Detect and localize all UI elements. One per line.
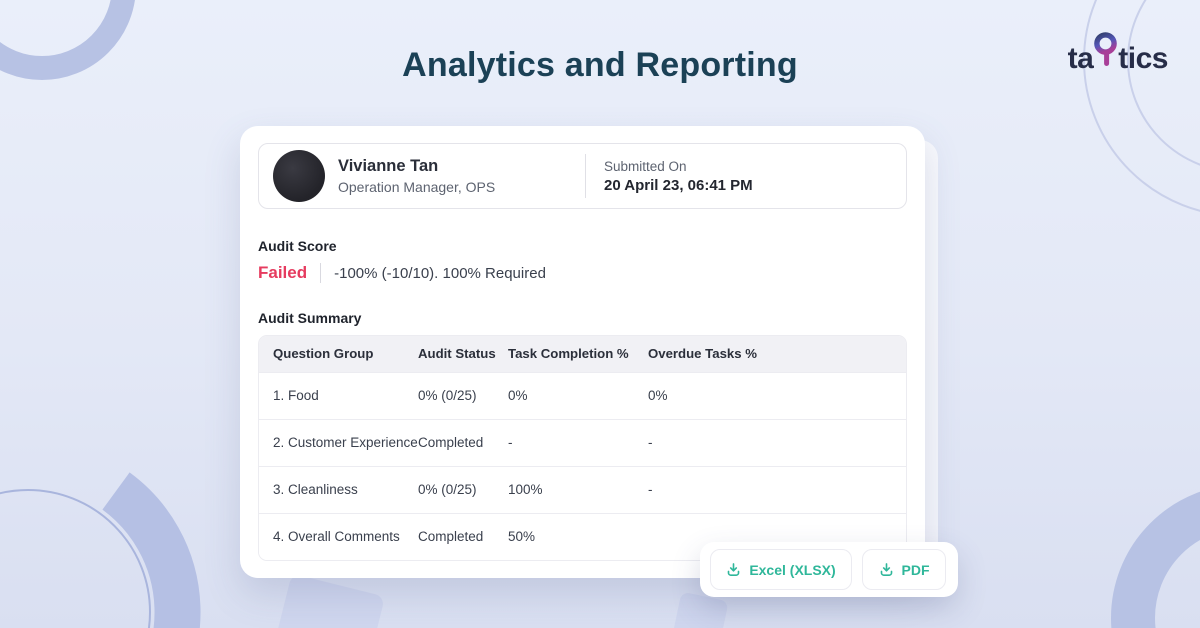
audit-summary-table: Question Group Audit Status Task Complet… xyxy=(258,335,907,561)
audit-score-label: Audit Score xyxy=(258,238,337,254)
cell-task-completion: 50% xyxy=(508,512,648,560)
cell-task-completion: 0% xyxy=(508,371,648,419)
export-excel-label: Excel (XLSX) xyxy=(749,561,836,578)
table-row: 1. Food 0% (0/25) 0% 0% xyxy=(259,371,906,419)
submitter-role: Operation Manager, OPS xyxy=(338,179,496,195)
score-divider xyxy=(320,263,322,283)
table-row: 2. Customer Experience Completed - - xyxy=(259,418,906,466)
decorative-ring-bottom-right xyxy=(1111,491,1200,628)
cell-task-completion: - xyxy=(508,418,648,466)
column-header-audit-status: Audit Status xyxy=(418,336,508,372)
download-icon xyxy=(880,563,892,576)
export-panel: Excel (XLSX) PDF xyxy=(700,542,958,597)
decorative-circle-outline-bottom-left xyxy=(0,489,151,628)
column-header-overdue-tasks: Overdue Tasks % xyxy=(648,336,906,372)
submitted-on-value: 20 April 23, 06:41 PM xyxy=(604,176,753,194)
cell-audit-status: 0% (0/25) xyxy=(418,371,508,419)
decorative-arc-bottom-left xyxy=(102,472,201,628)
audit-status-badge: Failed xyxy=(258,263,308,282)
cell-question-group: 4. Overall Comments xyxy=(259,512,418,560)
audit-report-card: Vivianne Tan Operation Manager, OPS Subm… xyxy=(240,126,925,578)
brand-text-prefix: ta xyxy=(1067,42,1094,75)
submitter-identity: Vivianne Tan Operation Manager, OPS xyxy=(273,150,585,202)
decorative-band-bottom-2 xyxy=(672,593,728,628)
submitter-info-box: Vivianne Tan Operation Manager, OPS Subm… xyxy=(258,143,907,209)
column-header-task-completion: Task Completion % xyxy=(508,336,648,372)
brand-text-suffix: tics xyxy=(1118,42,1168,75)
cell-question-group: 1. Food xyxy=(259,371,418,419)
submitter-name: Vivianne Tan xyxy=(338,157,439,175)
decorative-band-bottom-1 xyxy=(277,575,383,628)
cell-overdue-tasks: 0% xyxy=(648,371,906,419)
brand-logo: ta tics xyxy=(1068,30,1168,76)
decorative-circle-outline-top-right-inner xyxy=(1127,0,1200,166)
cell-overdue-tasks: - xyxy=(648,465,906,513)
cell-audit-status: Completed xyxy=(418,512,508,560)
table-header-row: Question Group Audit Status Task Complet… xyxy=(259,336,906,372)
cell-task-completion: 100% xyxy=(508,465,648,513)
download-icon xyxy=(728,563,740,576)
cell-audit-status: 0% (0/25) xyxy=(418,465,508,513)
cell-question-group: 2. Customer Experience xyxy=(259,418,418,466)
submitted-on-label: Submitted On xyxy=(604,158,687,174)
cell-audit-status: Completed xyxy=(418,418,508,466)
avatar xyxy=(273,150,325,202)
table-row: 3. Cleanliness 0% (0/25) 100% - xyxy=(259,465,906,513)
export-excel-button[interactable]: Excel (XLSX) xyxy=(710,549,852,590)
audit-summary-label: Audit Summary xyxy=(258,310,362,326)
audit-score-row: Failed -100% (-10/10). 100% Required xyxy=(258,263,907,283)
audit-score-detail: -100% (-10/10). 100% Required xyxy=(334,264,546,282)
export-pdf-button[interactable]: PDF xyxy=(862,549,946,590)
page-title: Analytics and Reporting xyxy=(402,46,798,84)
column-header-question-group: Question Group xyxy=(259,336,418,372)
cell-question-group: 3. Cleanliness xyxy=(259,465,418,513)
vertical-divider xyxy=(585,154,586,198)
magnifier-q-icon xyxy=(1094,32,1118,66)
export-pdf-label: PDF xyxy=(901,561,930,578)
cell-overdue-tasks: - xyxy=(648,418,906,466)
